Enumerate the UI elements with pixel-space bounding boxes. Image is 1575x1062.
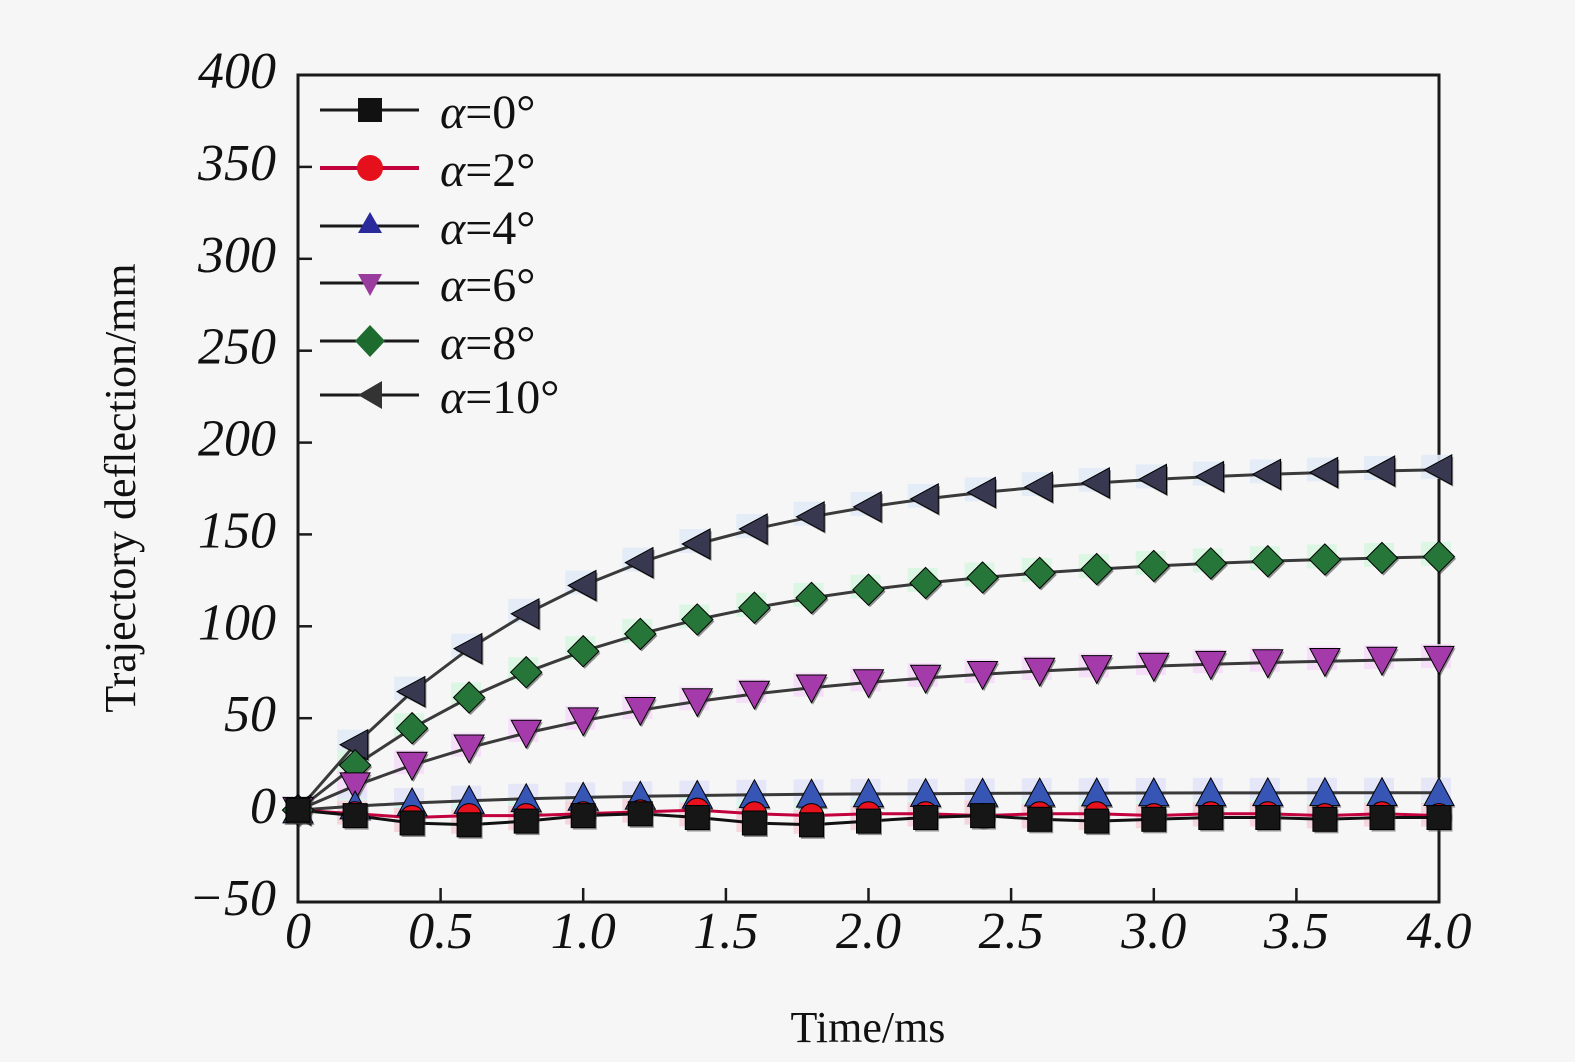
svg-text:Trajectory deflection/mm: Trajectory deflection/mm (96, 263, 145, 712)
svg-text:350: 350 (197, 135, 276, 192)
svg-text:200: 200 (198, 411, 276, 468)
svg-text:0: 0 (250, 778, 276, 835)
svg-text:α=10°: α=10° (440, 371, 559, 424)
svg-text:2.5: 2.5 (979, 903, 1044, 960)
svg-text:1.5: 1.5 (693, 903, 758, 960)
svg-text:400: 400 (198, 43, 276, 100)
svg-text:4.0: 4.0 (1407, 903, 1472, 960)
svg-text:3.0: 3.0 (1120, 903, 1186, 960)
svg-text:α=8°: α=8° (440, 317, 535, 370)
svg-text:3.5: 3.5 (1263, 903, 1329, 960)
svg-text:0.5: 0.5 (408, 903, 473, 960)
svg-text:0: 0 (285, 903, 311, 960)
svg-text:−50: −50 (189, 870, 276, 927)
svg-text:100: 100 (198, 594, 276, 651)
svg-text:300: 300 (197, 227, 276, 284)
svg-text:250: 250 (198, 319, 276, 376)
svg-text:α=0°: α=0° (440, 86, 535, 139)
svg-text:α=2°: α=2° (440, 144, 535, 197)
svg-text:2.0: 2.0 (836, 903, 901, 960)
svg-text:150: 150 (198, 502, 276, 559)
svg-text:Time/ms: Time/ms (791, 1003, 946, 1052)
svg-text:α=6°: α=6° (440, 259, 535, 312)
svg-text:1.0: 1.0 (551, 903, 616, 960)
svg-text:50: 50 (224, 686, 276, 743)
svg-text:α=4°: α=4° (440, 202, 535, 255)
